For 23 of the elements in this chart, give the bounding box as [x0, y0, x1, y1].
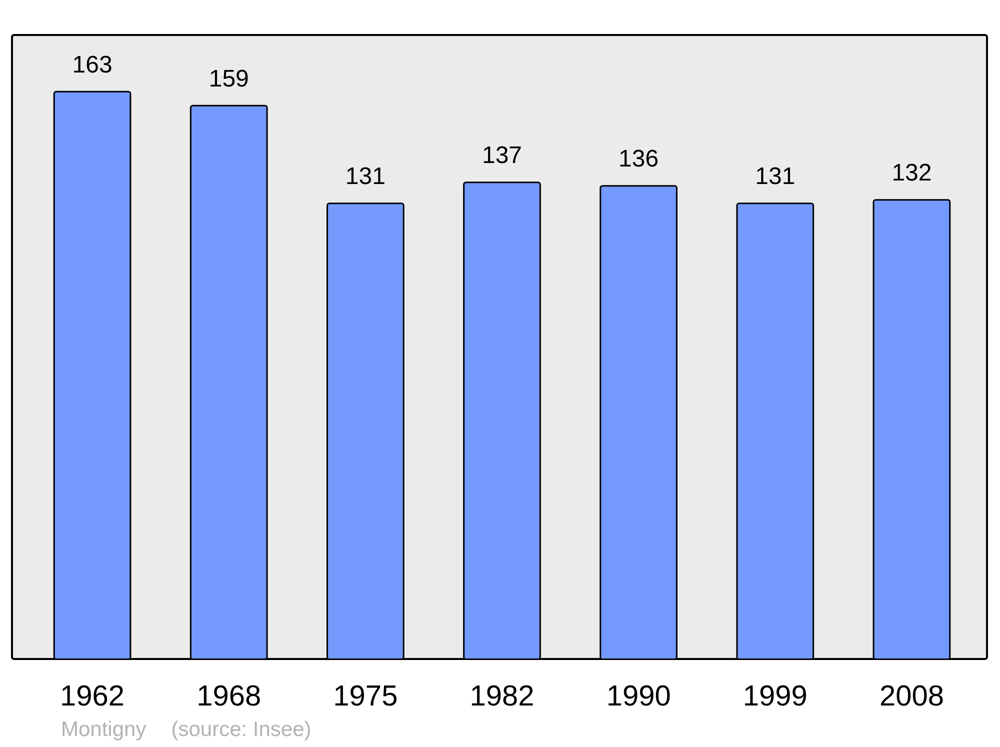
x-tick-label: 1999: [742, 680, 808, 712]
x-tick-label: 1990: [606, 680, 671, 712]
data-label: 136: [618, 146, 659, 173]
x-tick-label: 1975: [333, 680, 398, 712]
x-tick-label: 2008: [879, 680, 944, 712]
x-tick-label: 1982: [470, 680, 534, 712]
bar: [736, 202, 814, 660]
data-label: 131: [755, 163, 796, 190]
bar: [872, 199, 951, 660]
bar: [190, 104, 268, 660]
data-label: 131: [345, 163, 386, 190]
text: (source: Insee): [171, 717, 312, 743]
x-tick-label: 1962: [60, 680, 125, 712]
bar: [326, 202, 404, 660]
data-label: 159: [208, 65, 249, 92]
data-label: 132: [892, 160, 932, 187]
bar: [463, 182, 541, 660]
data-label: 163: [72, 51, 112, 78]
x-tick-label: 1968: [196, 680, 262, 712]
bar: [600, 185, 678, 660]
text: Montigny: [61, 717, 146, 743]
bar: [53, 90, 132, 660]
data-label: 137: [482, 142, 522, 170]
